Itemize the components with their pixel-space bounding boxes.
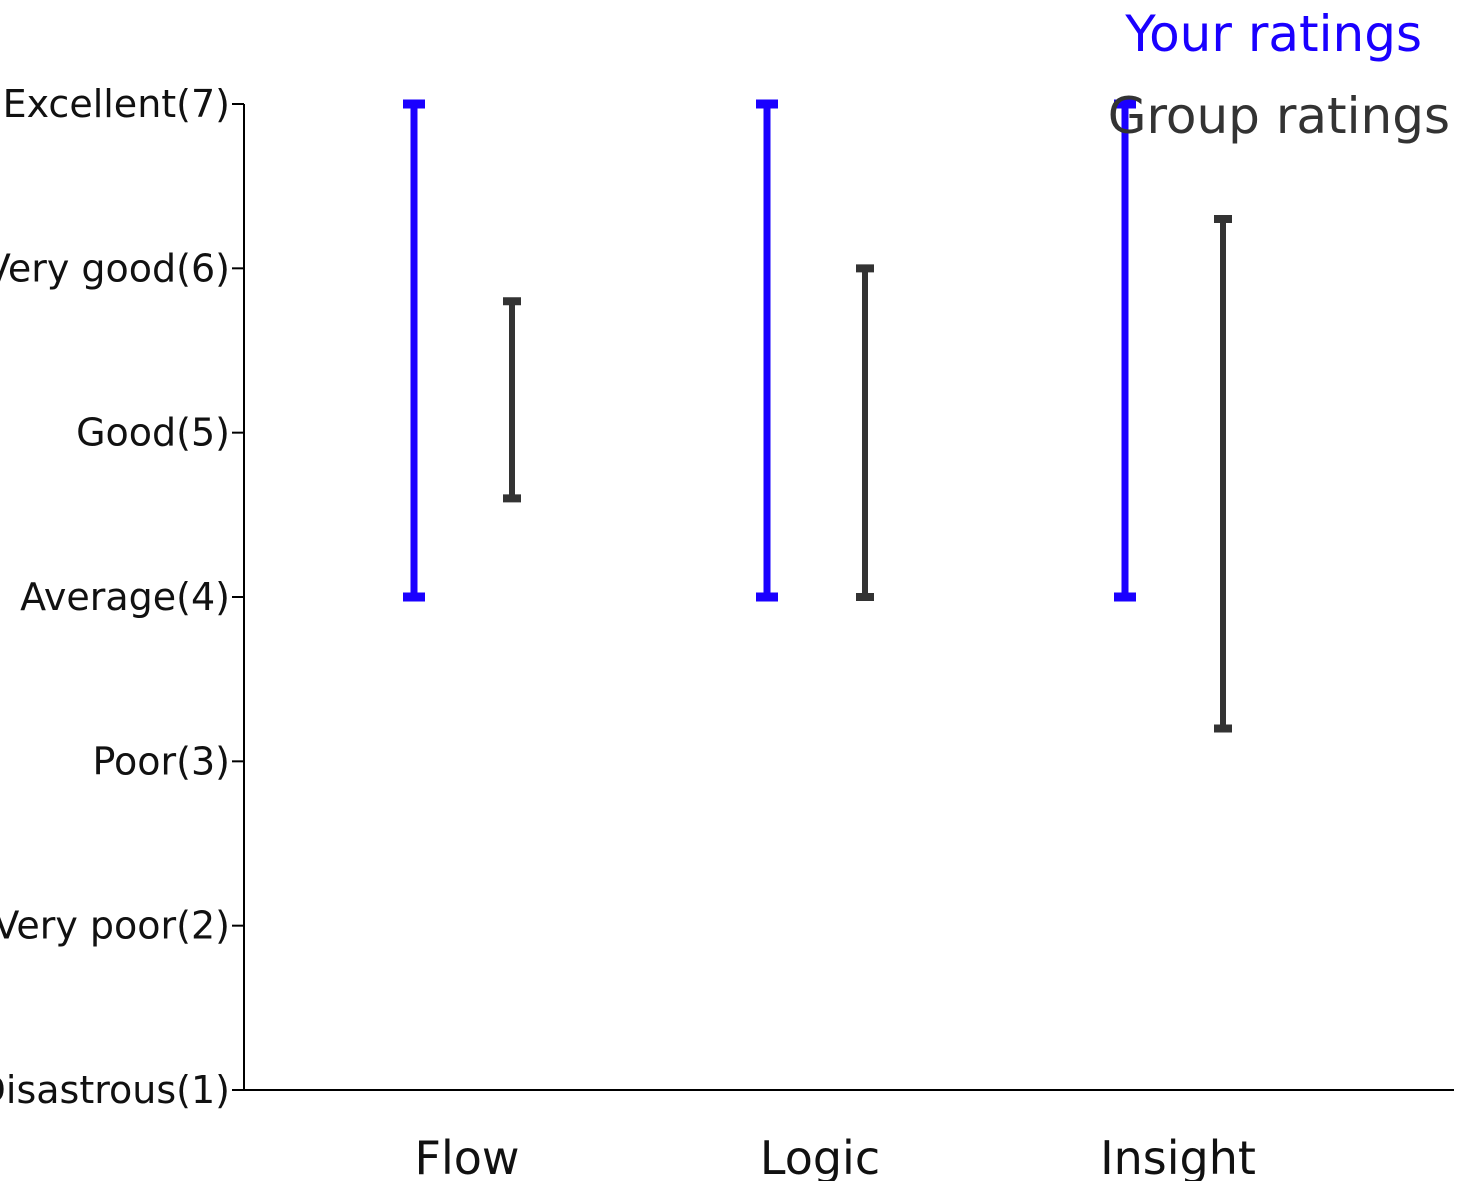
y-tick-label: Very poor(2): [0, 904, 230, 948]
y-tick-label: Excellent(7): [3, 82, 230, 126]
y-tick-label: Poor(3): [92, 739, 230, 783]
y-tick-label: Good(5): [76, 411, 230, 455]
x-category-label: Insight: [1100, 1131, 1256, 1181]
y-axis: Excellent(7) Very good(6) Good(5) Average(4…: [0, 82, 245, 1112]
x-category-label: Logic: [760, 1131, 880, 1181]
legend: Your ratings Group ratings: [1108, 5, 1450, 145]
range-bar-group-logic: [856, 264, 874, 601]
y-tick-label: Average(4): [20, 575, 230, 619]
y-tick-label: Disastrous(1): [0, 1068, 230, 1112]
range-bar-your-insight: [1114, 99, 1136, 602]
legend-entry-group-ratings: Group ratings: [1108, 87, 1450, 145]
range-bars: [403, 99, 1232, 733]
range-bar-your-logic: [756, 99, 778, 602]
range-bar-group-insight: [1214, 215, 1232, 733]
range-bar-group-flow: [503, 297, 521, 503]
range-bar-your-flow: [403, 99, 425, 602]
y-tick-label: Very good(6): [0, 246, 230, 290]
x-category-label: Flow: [414, 1131, 519, 1181]
legend-entry-your-ratings: Your ratings: [1124, 5, 1422, 63]
x-axis: Flow Logic Insight: [244, 1089, 1454, 1181]
